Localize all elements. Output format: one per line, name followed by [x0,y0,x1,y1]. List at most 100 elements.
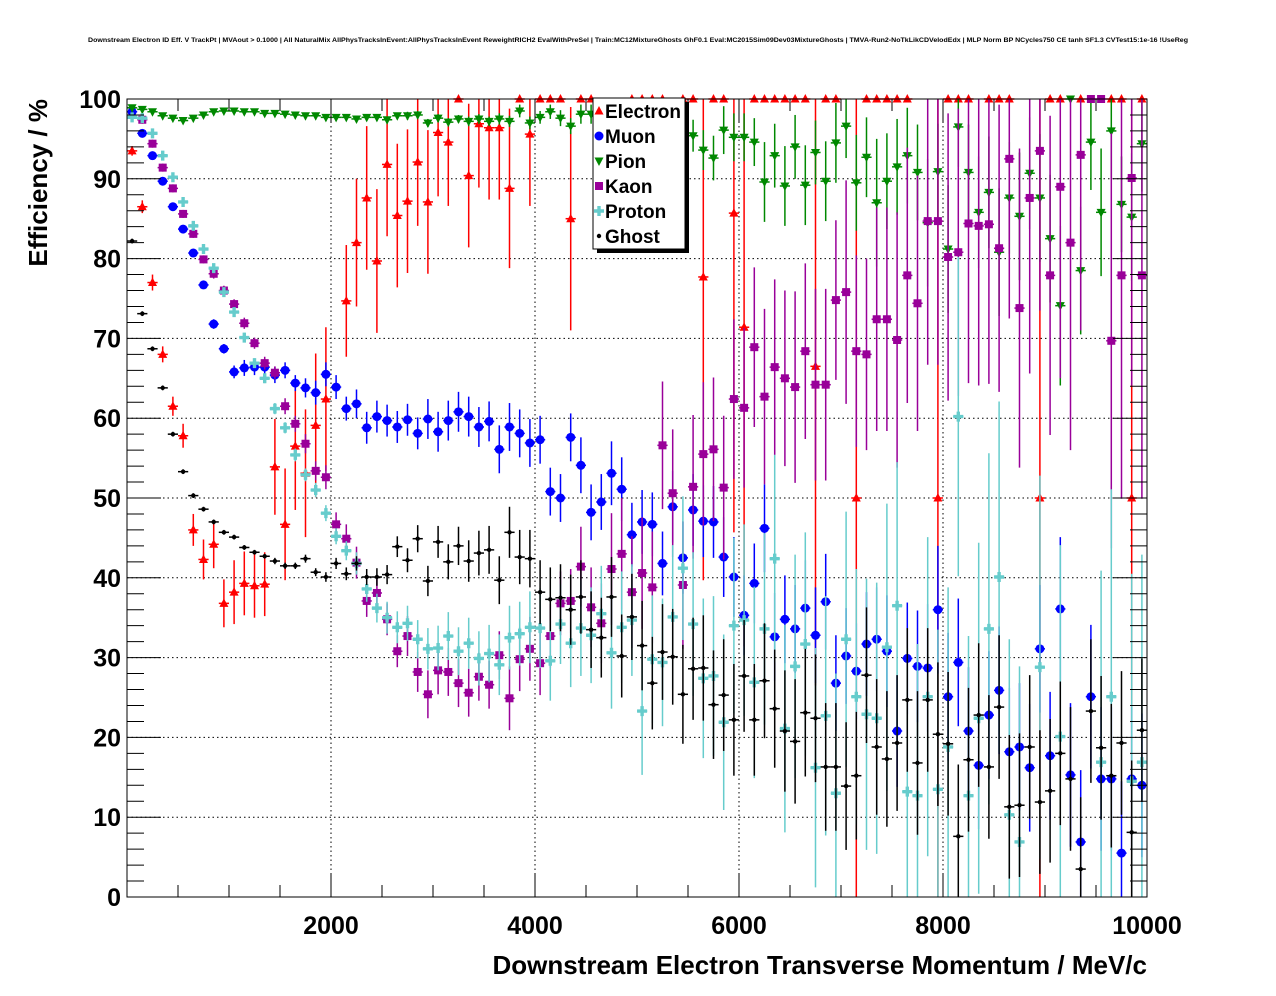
data-point [823,764,828,770]
data-point [719,94,729,103]
data-point [321,394,331,403]
data-point [545,487,555,497]
data-point [188,220,199,231]
y-tick-label: 30 [93,645,121,673]
data-point [1109,773,1114,778]
legend-label: Proton [605,202,666,223]
data-point [668,489,677,498]
data-point [535,435,545,445]
data-point [719,126,729,136]
data-point [811,630,820,640]
data-point [874,744,879,750]
data-point [505,183,514,192]
data-point [741,673,747,679]
data-point [321,369,331,379]
data-point [231,534,237,540]
data-point [800,94,810,103]
data-point [147,128,158,139]
data-point [178,117,188,126]
data-point [160,385,165,391]
x-axis-title: Downstream Electron Transverse Momentum … [492,950,1147,980]
data-point [1007,804,1012,810]
data-point [219,598,229,607]
data-point [558,595,563,600]
data-point [800,639,811,650]
data-point [882,94,892,103]
data-point [331,531,342,542]
data-point [749,94,759,103]
data-point [352,399,361,409]
data-point [127,145,137,155]
x-tick-label: 10000 [1112,912,1182,940]
data-point [729,133,739,143]
data-point [464,117,474,127]
legend-label: Electron [605,102,681,123]
data-point [433,427,443,437]
data-point [320,508,331,519]
data-point [1058,751,1063,756]
data-point [239,363,249,373]
data-point [208,263,219,274]
data-point [352,237,361,247]
data-point [362,113,372,123]
data-point [769,553,780,564]
data-point [670,654,675,660]
data-point [964,219,973,228]
data-point [260,579,270,588]
data-point [221,530,227,535]
data-point [423,119,433,128]
data-point [831,94,841,103]
data-point [525,119,535,128]
data-point [311,466,320,475]
legend-entry-kaon: Kaon [595,177,653,198]
legend-marker-icon [594,131,604,141]
data-point [933,217,942,226]
data-point [923,217,932,226]
data-point [535,94,545,103]
y-tick-labels: 0 10 20 30 40 50 60 70 80 90 100 [79,86,121,912]
data-point [433,643,444,654]
data-point [240,319,249,328]
data-point [790,94,800,103]
data-point [170,431,176,437]
data-point [800,181,810,191]
data-point [606,647,617,658]
data-point [831,139,841,148]
y-axis-title: Efficiency / % [23,99,53,267]
data-point [364,574,369,580]
data-point [984,220,993,229]
data-point [892,94,902,103]
data-point [250,580,259,590]
data-point [464,170,474,180]
data-point [974,221,983,230]
data-point [157,150,168,161]
data-point [780,94,790,103]
data-point [189,229,198,238]
data-point [884,756,890,762]
data-point [1055,94,1065,103]
data-point [791,383,800,392]
legend-box [592,97,686,250]
data-point [239,108,249,117]
y-tick-label: 50 [93,485,121,513]
data-point [996,704,1002,710]
data-point [617,549,626,558]
data-point [372,412,382,422]
data-point [466,558,471,564]
data-point [137,128,147,138]
data-point [956,834,961,839]
y-tick-label: 90 [93,166,121,194]
data-point [739,322,749,331]
data-point [770,152,780,161]
data-point [341,295,351,305]
data-point [280,365,290,375]
data-point [454,407,463,417]
data-point [290,111,300,120]
data-point [199,111,208,120]
data-point [780,374,789,383]
y-tick-label: 100 [79,86,121,114]
data-point [229,107,239,116]
x-tick-label: 8000 [915,912,971,940]
data-point [782,728,788,734]
data-point [648,583,657,592]
